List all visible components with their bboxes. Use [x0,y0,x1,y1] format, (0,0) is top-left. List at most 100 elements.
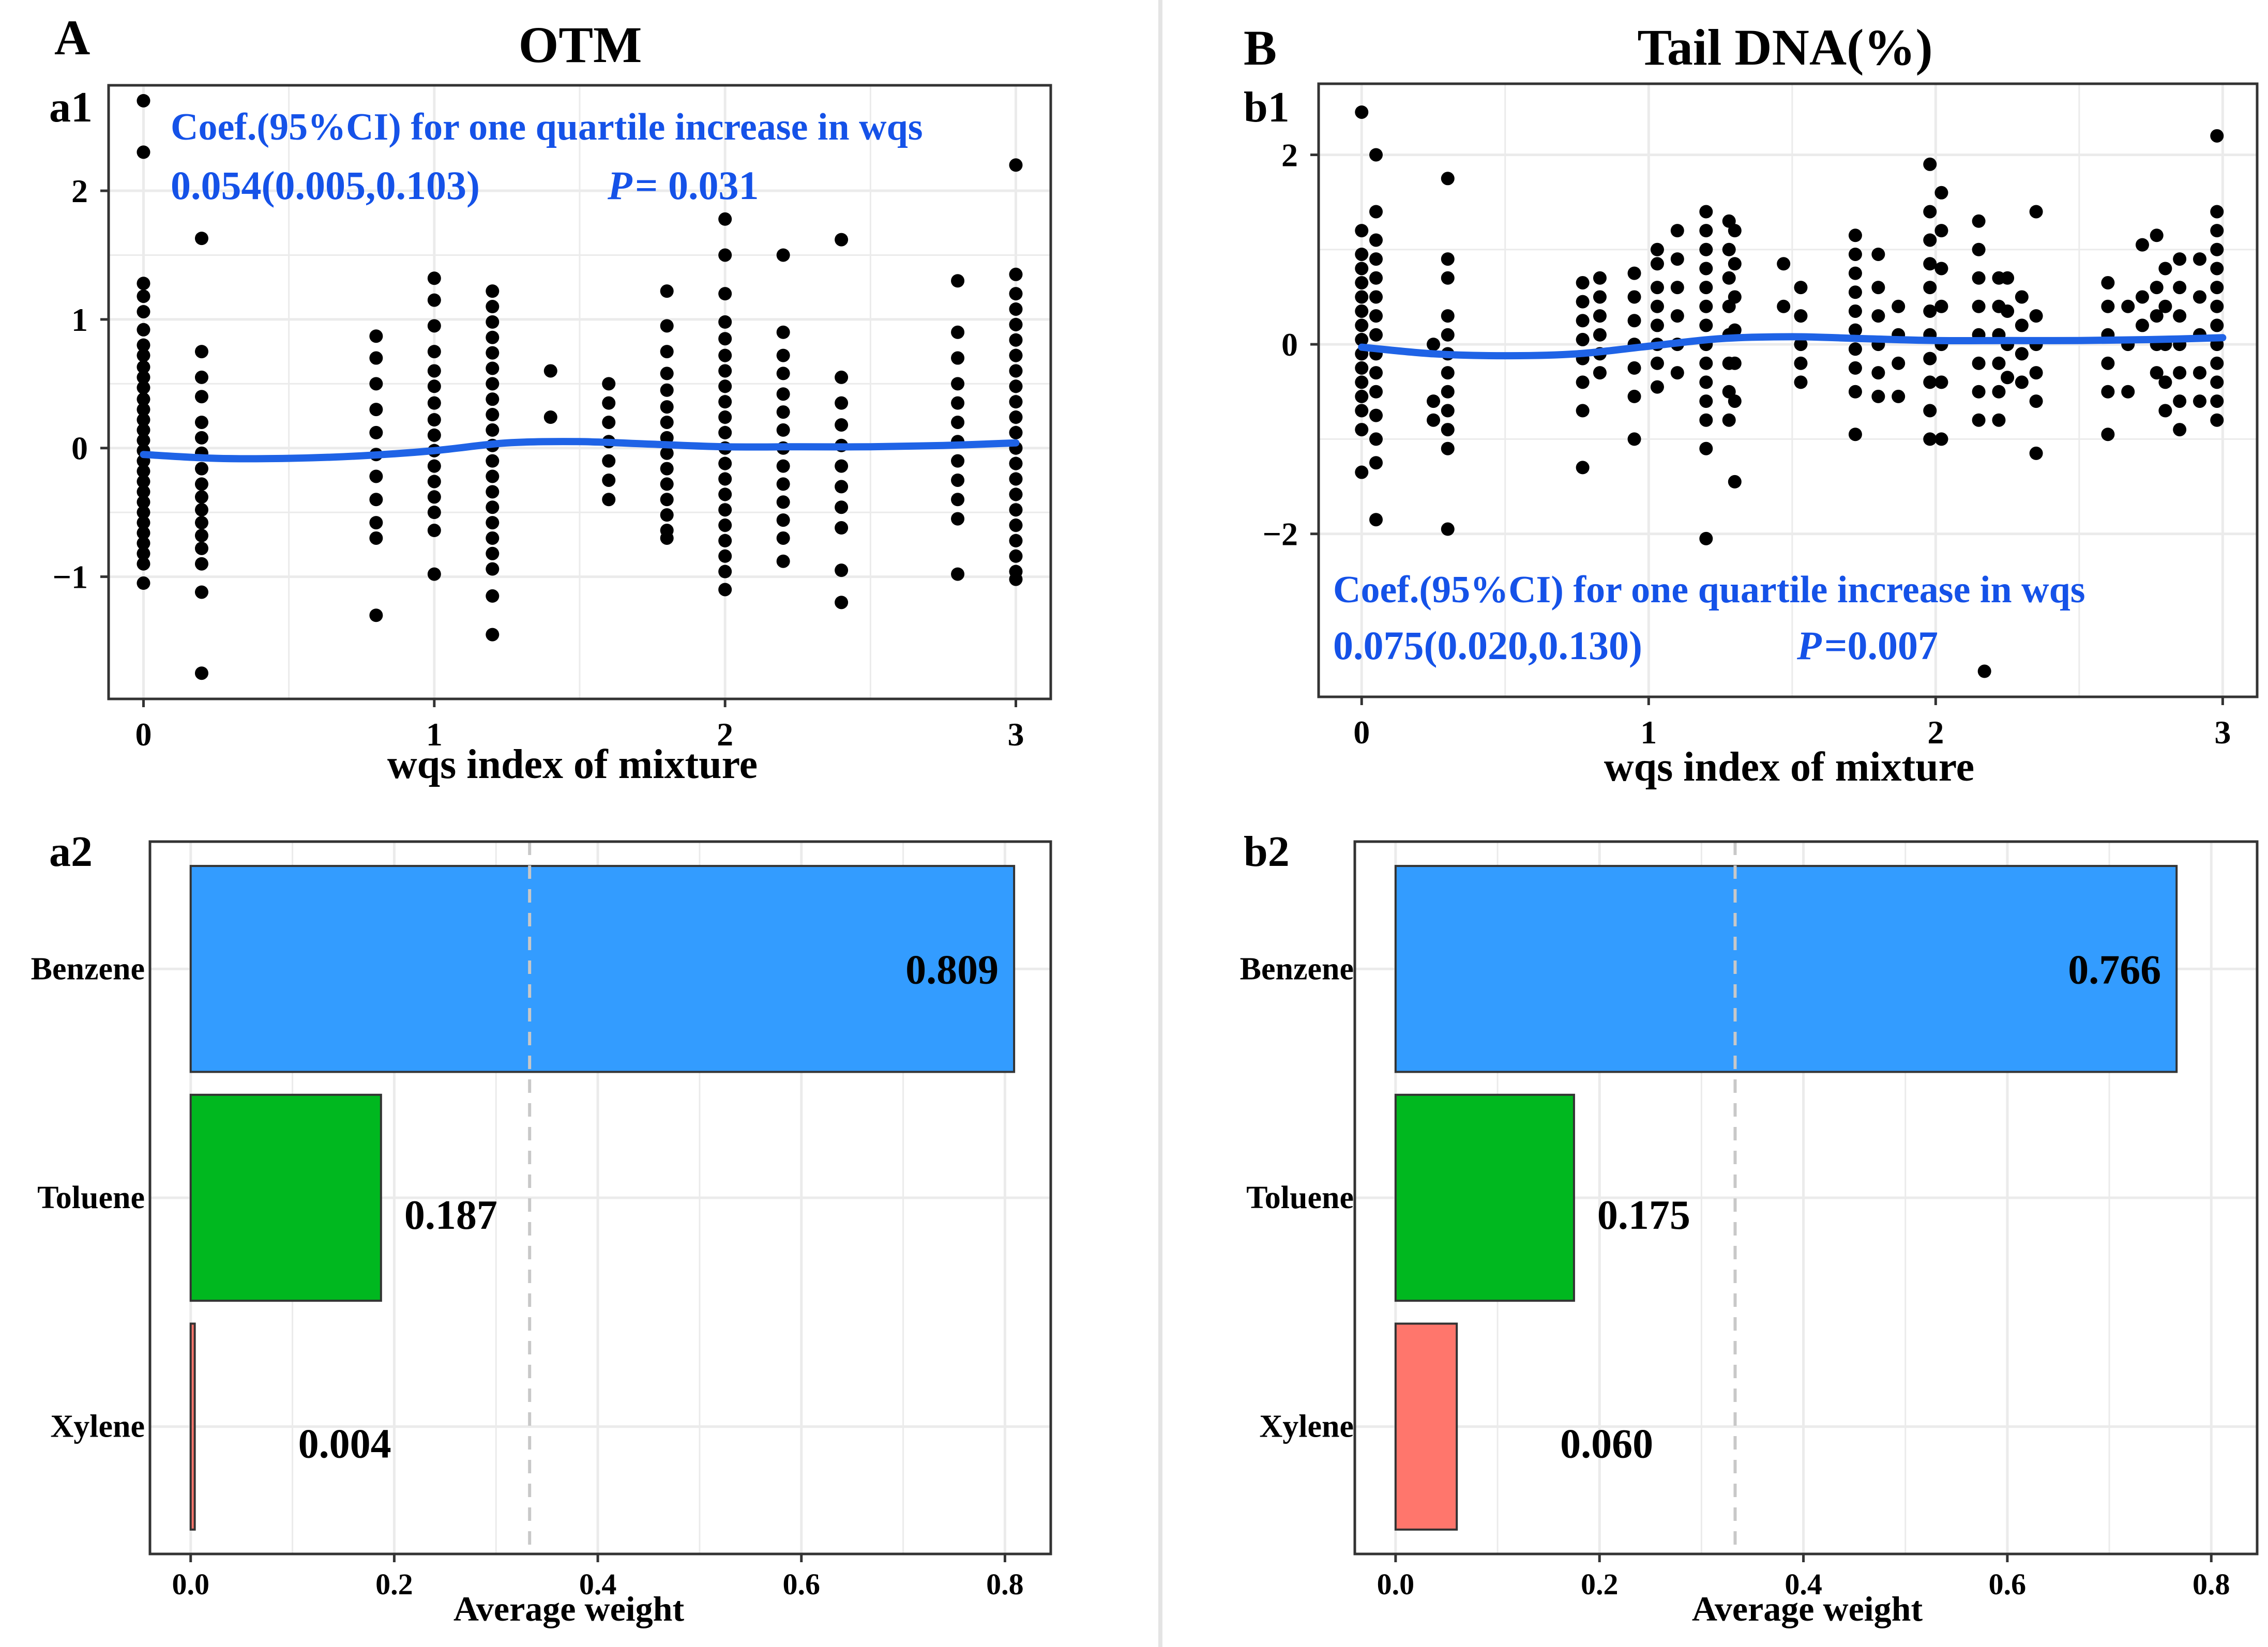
data-point [1992,385,2006,399]
data-point [137,464,150,478]
data-point [660,508,674,522]
category-label: Xylene [50,1409,145,1444]
x-tick-label: 1 [1640,714,1657,751]
data-point [194,516,208,530]
data-point [427,271,441,285]
data-point [369,377,383,391]
data-point [1009,572,1023,586]
data-point [1576,404,1590,418]
data-point [718,487,732,501]
data-point [2101,276,2115,289]
data-point [1670,252,1684,266]
data-point [369,329,383,343]
data-point [1972,385,1986,399]
data-point [776,405,790,419]
data-point [1777,299,1791,313]
data-point [1992,413,2006,427]
data-point [1369,233,1383,247]
data-point [1670,366,1684,380]
data-point [1355,423,1369,437]
data-point [1009,456,1023,470]
panel-letter-b: B [1244,20,1277,75]
data-point [1627,432,1641,446]
data-point [1369,366,1383,380]
data-point [951,454,965,468]
value-label: 0.060 [1560,1422,1653,1467]
x-tick-label: 3 [2214,714,2231,751]
x-tick-label: 0.2 [375,1567,413,1601]
data-point [194,370,208,384]
data-point [1670,281,1684,295]
data-point [427,293,441,307]
data-point [1427,394,1441,408]
data-point [2150,281,2164,295]
bar-xylene [189,1322,196,1531]
scatter-panel-a1: 0 1 2 3 −1 0 1 2 [53,84,1052,753]
data-point [718,212,732,226]
data-point [1728,290,1742,304]
plot-border [1353,840,2259,1555]
data-point [2150,228,2164,242]
data-point [1576,276,1590,289]
data-point [1728,356,1742,370]
data-point [1728,257,1742,271]
data-point [2015,347,2029,361]
data-point [1441,522,1455,536]
value-label: 0.004 [298,1422,391,1467]
data-point [1650,318,1664,332]
data-point [137,323,150,337]
data-point [718,364,732,378]
data-point [369,469,383,483]
data-point [137,546,150,560]
data-point [137,506,150,520]
data-point [1009,549,1023,563]
data-point [369,351,383,365]
data-point [427,396,441,410]
data-point [194,232,208,246]
data-point [1009,348,1023,362]
data-point [1369,408,1383,422]
data-point [660,415,674,429]
label-b2: b2 [1244,828,1290,876]
data-point [1728,475,1742,489]
data-point [486,284,500,298]
data-point [137,495,150,509]
data-point [486,361,500,375]
data-point [427,490,441,504]
data-point [951,351,965,365]
data-point [2001,271,2015,285]
category-label: Benzene [31,951,145,986]
data-point [486,562,500,576]
data-point [1369,385,1383,399]
data-point [427,524,441,538]
data-point [1369,290,1383,304]
data-point [951,274,965,288]
x-tick-label: 0.4 [579,1567,617,1601]
data-point [137,304,150,318]
data-point [1369,513,1383,527]
data-point [660,367,674,380]
title-tail-dna: Tail DNA(%) [1637,19,1932,76]
data-point [194,415,208,429]
data-point [602,454,616,468]
data-point [718,425,732,439]
data-point [486,346,500,360]
data-point [2193,252,2206,266]
data-point [835,563,849,577]
data-point [2029,309,2043,323]
data-point [1848,247,1862,261]
data-point [486,500,500,514]
data-point [2173,281,2187,295]
data-point [718,503,732,517]
data-point [1699,394,1713,408]
data-point [427,413,441,427]
data-point [486,392,500,406]
bar-xylene [1394,1322,1458,1531]
data-point [2173,423,2187,437]
data-point [1923,375,1937,389]
data-point [2173,309,2187,323]
data-point [1972,242,1986,256]
data-point [776,248,790,262]
data-point [835,233,849,247]
